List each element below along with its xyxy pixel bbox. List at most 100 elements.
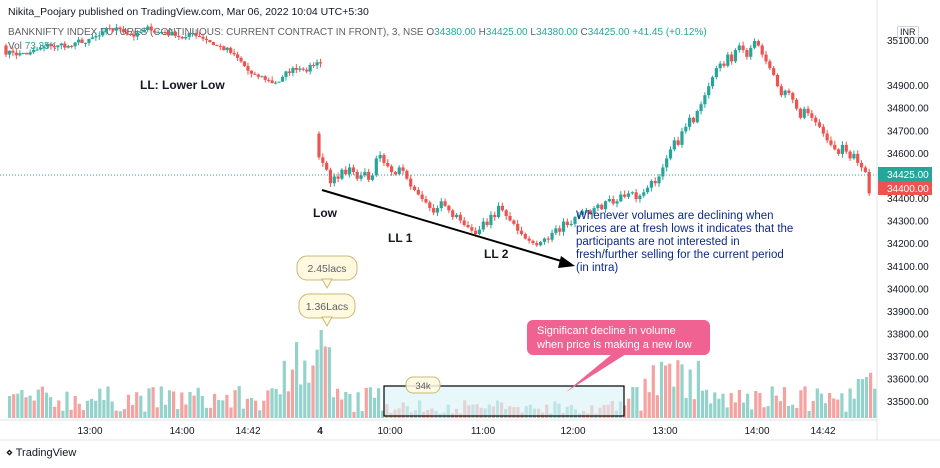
candle[interactable] <box>232 52 236 55</box>
candle[interactable] <box>11 50 15 53</box>
volume-bar[interactable] <box>696 360 700 418</box>
volume-bar[interactable] <box>237 386 241 418</box>
volume-bar[interactable] <box>787 405 791 418</box>
candle[interactable] <box>726 54 730 66</box>
candle[interactable] <box>840 144 845 154</box>
candle[interactable] <box>684 126 688 132</box>
candle[interactable] <box>615 201 619 204</box>
volume-bar[interactable] <box>680 364 684 418</box>
volume-bar[interactable] <box>651 365 655 418</box>
candle[interactable] <box>108 27 112 30</box>
candle[interactable] <box>837 149 841 154</box>
volume-bar[interactable] <box>262 400 266 418</box>
candle[interactable] <box>695 111 699 123</box>
candle[interactable] <box>806 108 810 114</box>
candle[interactable] <box>592 208 596 214</box>
volume-bar[interactable] <box>713 392 717 418</box>
candle[interactable] <box>787 90 791 93</box>
volume-bar[interactable] <box>315 349 319 418</box>
volume-bar[interactable] <box>311 365 315 418</box>
candle[interactable] <box>378 155 382 159</box>
candle[interactable] <box>344 169 348 175</box>
candle[interactable] <box>76 39 81 43</box>
candle[interactable] <box>239 57 243 62</box>
candle[interactable] <box>277 81 281 83</box>
candle[interactable] <box>500 205 504 211</box>
candle[interactable] <box>447 205 451 211</box>
volume-bar[interactable] <box>131 404 135 418</box>
volume-bar[interactable] <box>241 408 245 418</box>
candle[interactable] <box>611 199 615 204</box>
candle[interactable] <box>527 238 531 241</box>
volume-bar[interactable] <box>331 397 336 418</box>
volume-bar[interactable] <box>852 398 856 418</box>
candle[interactable] <box>87 39 91 43</box>
candle[interactable] <box>204 38 209 41</box>
candle[interactable] <box>848 151 852 159</box>
volume-bar[interactable] <box>36 389 40 418</box>
volume-bar[interactable] <box>856 379 860 418</box>
candle[interactable] <box>569 223 573 225</box>
candle[interactable] <box>703 95 707 105</box>
volume-bar[interactable] <box>61 410 65 418</box>
volume-bar[interactable] <box>340 399 344 418</box>
candle[interactable] <box>305 69 309 72</box>
volume-bar[interactable] <box>864 377 869 418</box>
volume-bar[interactable] <box>676 360 680 418</box>
candle[interactable] <box>565 221 569 225</box>
volume-bar[interactable] <box>684 397 688 418</box>
candle[interactable] <box>752 41 757 48</box>
candle[interactable] <box>645 187 650 193</box>
volume-bar[interactable] <box>844 411 848 418</box>
volume-bar[interactable] <box>770 386 774 418</box>
volume-bar[interactable] <box>16 393 20 418</box>
candle[interactable] <box>191 32 195 34</box>
candle[interactable] <box>28 52 32 55</box>
candle[interactable] <box>4 45 8 55</box>
volume-bar[interactable] <box>721 393 725 418</box>
candle[interactable] <box>14 52 18 56</box>
candle[interactable] <box>581 211 585 215</box>
candle[interactable] <box>25 52 29 55</box>
volume-bar[interactable] <box>24 397 28 418</box>
volume-bar[interactable] <box>766 406 770 418</box>
candle[interactable] <box>215 44 219 47</box>
candle[interactable] <box>229 47 233 53</box>
volume-bar[interactable] <box>40 386 44 418</box>
candle[interactable] <box>405 170 409 179</box>
candle[interactable] <box>218 46 222 48</box>
volume-bar[interactable] <box>352 411 356 418</box>
volume-bar[interactable] <box>217 399 221 418</box>
volume-bar[interactable] <box>700 390 705 418</box>
candle[interactable] <box>554 228 558 233</box>
volume-bar[interactable] <box>274 388 278 418</box>
candle[interactable] <box>558 228 562 232</box>
candle[interactable] <box>477 229 482 235</box>
candle[interactable] <box>676 140 680 145</box>
candle[interactable] <box>710 77 715 87</box>
volume-bar[interactable] <box>803 386 807 418</box>
candle[interactable] <box>325 162 329 170</box>
volume-bar[interactable] <box>323 346 327 418</box>
candle[interactable] <box>833 144 837 150</box>
volume-bar[interactable] <box>782 387 787 418</box>
volume-bubble-2[interactable]: 1.36Lacs <box>298 293 356 328</box>
candle[interactable] <box>90 37 95 40</box>
candle[interactable] <box>584 210 589 212</box>
candle[interactable] <box>856 153 860 163</box>
candle[interactable] <box>56 45 60 48</box>
candle[interactable] <box>308 64 312 72</box>
volume-bar[interactable] <box>81 410 85 418</box>
candle[interactable] <box>298 68 302 70</box>
volume-bar[interactable] <box>151 387 155 418</box>
volume-bar[interactable] <box>126 394 131 418</box>
volume-bar[interactable] <box>180 392 184 418</box>
candle[interactable] <box>412 186 417 191</box>
candle[interactable] <box>649 180 653 188</box>
volume-bar[interactable] <box>98 388 102 418</box>
volume-bar[interactable] <box>200 395 204 418</box>
candle[interactable] <box>577 214 581 218</box>
candle[interactable] <box>173 31 177 36</box>
volume-bar[interactable] <box>176 409 180 418</box>
volume-bar[interactable] <box>733 402 737 418</box>
